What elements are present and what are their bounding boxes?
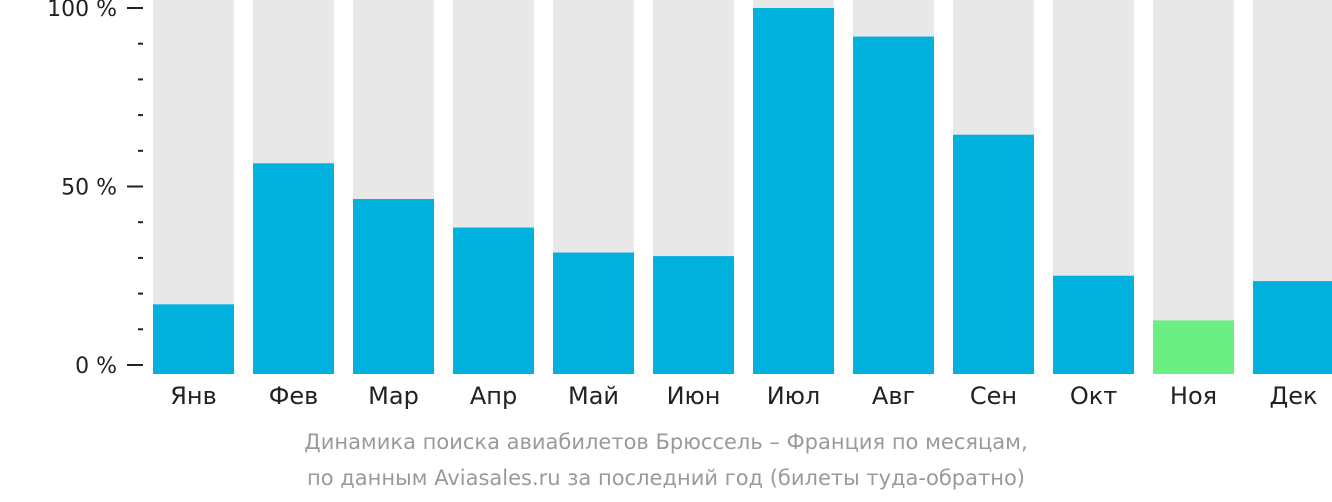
x-tick-label: Окт bbox=[1070, 382, 1117, 410]
x-tick-label: Мар bbox=[368, 382, 419, 410]
bar-2 bbox=[253, 163, 334, 374]
bar-10 bbox=[1053, 275, 1134, 374]
x-tick-label: Янв bbox=[170, 382, 217, 410]
bar-12 bbox=[1253, 281, 1332, 374]
chart-caption-line-2: по данным Aviasales.ru за последний год … bbox=[307, 466, 1025, 490]
bar-9 bbox=[953, 134, 1034, 374]
x-axis-labels: Янв Фев Мар Апр Май Июн Июл Авг Сен Окт Ноя Дек bbox=[170, 382, 1317, 410]
x-tick-label: Авг bbox=[872, 382, 915, 410]
x-tick-label: Апр bbox=[470, 382, 517, 410]
bar-7 bbox=[753, 8, 834, 374]
bar-4 bbox=[453, 227, 534, 374]
bar-background bbox=[1153, 0, 1234, 374]
x-tick-label: Ноя bbox=[1170, 382, 1217, 410]
bar-11 bbox=[1153, 320, 1234, 374]
bar-8 bbox=[853, 36, 934, 375]
x-tick-label: Фев bbox=[269, 382, 319, 410]
bar-6 bbox=[653, 256, 734, 374]
y-tick-label: 50 % bbox=[61, 176, 117, 201]
chart-caption-line-1: Динамика поиска авиабилетов Брюссель – Ф… bbox=[304, 430, 1028, 454]
y-tick-label: 100 % bbox=[47, 0, 117, 22]
x-tick-label: Сен bbox=[970, 382, 1017, 410]
x-tick-label: Июл bbox=[767, 382, 821, 410]
x-tick-label: Июн bbox=[667, 382, 721, 410]
bar-3 bbox=[353, 198, 434, 374]
y-axis: 100 % 50 % 0 % bbox=[47, 0, 143, 379]
x-tick-label: Май bbox=[568, 382, 619, 410]
y-tick-label: 0 % bbox=[75, 354, 117, 379]
bar-1 bbox=[153, 304, 234, 374]
x-tick-label: Дек bbox=[1269, 382, 1317, 410]
bars bbox=[153, 0, 1332, 375]
bar-5 bbox=[553, 252, 634, 374]
